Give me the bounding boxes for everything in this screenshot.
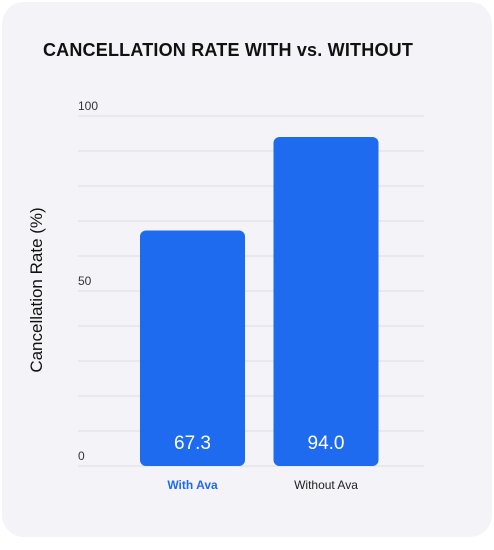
y-axis-label: Cancellation Rate (%)	[27, 207, 46, 372]
category-label: Without Ava	[294, 478, 358, 492]
x-axis-categories: With Ava Without Ava	[167, 478, 358, 492]
chart-title: CANCELLATION RATE WITH vs. WITHOUT	[42, 40, 414, 60]
bar-value-label: 67.3	[174, 433, 211, 454]
bar	[140, 230, 245, 466]
y-tick-label: 50	[78, 274, 92, 288]
y-tick-label: 0	[78, 449, 85, 463]
bar	[273, 137, 379, 466]
bar-value-label: 94.0	[308, 433, 345, 454]
category-label: With Ava	[167, 478, 218, 492]
bar-value-labels: 67.3 94.0	[174, 433, 344, 454]
chart-card	[2, 2, 492, 537]
y-tick-label: 100	[78, 99, 98, 113]
bars	[140, 137, 379, 466]
y-axis-ticks: 0 50 100	[78, 99, 98, 463]
